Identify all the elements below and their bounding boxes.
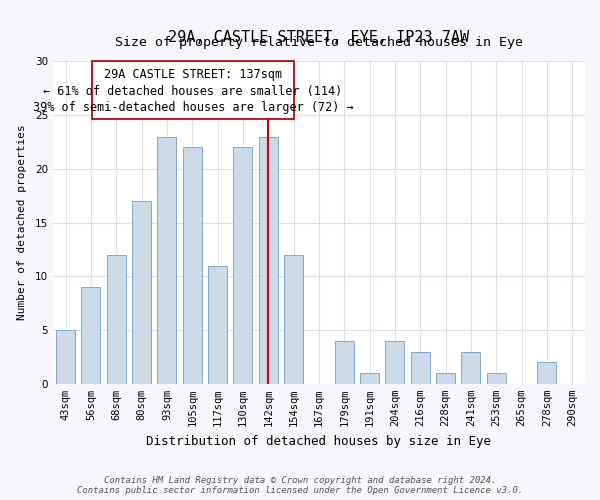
Text: 39% of semi-detached houses are larger (72) →: 39% of semi-detached houses are larger (… [32, 102, 353, 114]
Bar [183, 148, 202, 384]
Bar [132, 201, 151, 384]
Text: ← 61% of detached houses are smaller (114): ← 61% of detached houses are smaller (11… [43, 86, 343, 98]
Bar [436, 373, 455, 384]
Bar [335, 341, 354, 384]
Bar [487, 373, 506, 384]
Bar [259, 136, 278, 384]
Title: 29A, CASTLE STREET, EYE, IP23 7AW: 29A, CASTLE STREET, EYE, IP23 7AW [169, 30, 470, 45]
Bar [284, 255, 303, 384]
Bar [461, 352, 481, 384]
Bar [233, 148, 253, 384]
Bar [56, 330, 75, 384]
Bar [82, 287, 100, 384]
FancyBboxPatch shape [92, 62, 293, 120]
Bar [360, 373, 379, 384]
Bar [411, 352, 430, 384]
Bar [107, 255, 126, 384]
Bar [157, 136, 176, 384]
Text: 29A CASTLE STREET: 137sqm: 29A CASTLE STREET: 137sqm [104, 68, 282, 81]
Y-axis label: Number of detached properties: Number of detached properties [17, 124, 26, 320]
Bar [208, 266, 227, 384]
Bar [538, 362, 556, 384]
Text: Size of property relative to detached houses in Eye: Size of property relative to detached ho… [115, 36, 523, 49]
X-axis label: Distribution of detached houses by size in Eye: Distribution of detached houses by size … [146, 434, 491, 448]
Bar [385, 341, 404, 384]
Text: Contains HM Land Registry data © Crown copyright and database right 2024.
Contai: Contains HM Land Registry data © Crown c… [77, 476, 523, 495]
